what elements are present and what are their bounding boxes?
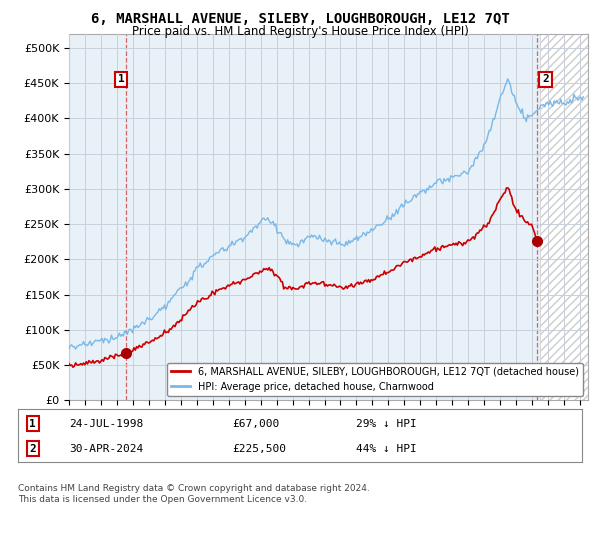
Text: 6, MARSHALL AVENUE, SILEBY, LOUGHBOROUGH, LE12 7QT: 6, MARSHALL AVENUE, SILEBY, LOUGHBOROUGH…	[91, 12, 509, 26]
Text: 1: 1	[29, 419, 36, 429]
Text: £67,000: £67,000	[232, 419, 280, 429]
Text: 44% ↓ HPI: 44% ↓ HPI	[356, 444, 417, 454]
Text: 1: 1	[118, 74, 124, 85]
Bar	[540, 34, 588, 400]
Text: Price paid vs. HM Land Registry's House Price Index (HPI): Price paid vs. HM Land Registry's House …	[131, 25, 469, 38]
Text: 24-JUL-1998: 24-JUL-1998	[69, 419, 143, 429]
Text: 2: 2	[29, 444, 36, 454]
Bar	[540, 34, 588, 400]
Text: 30-APR-2024: 30-APR-2024	[69, 444, 143, 454]
Legend: 6, MARSHALL AVENUE, SILEBY, LOUGHBOROUGH, LE12 7QT (detached house), HPI: Averag: 6, MARSHALL AVENUE, SILEBY, LOUGHBOROUGH…	[167, 363, 583, 395]
Text: 2: 2	[542, 74, 549, 85]
Text: £225,500: £225,500	[232, 444, 286, 454]
Text: 29% ↓ HPI: 29% ↓ HPI	[356, 419, 417, 429]
Text: Contains HM Land Registry data © Crown copyright and database right 2024.
This d: Contains HM Land Registry data © Crown c…	[18, 484, 370, 504]
